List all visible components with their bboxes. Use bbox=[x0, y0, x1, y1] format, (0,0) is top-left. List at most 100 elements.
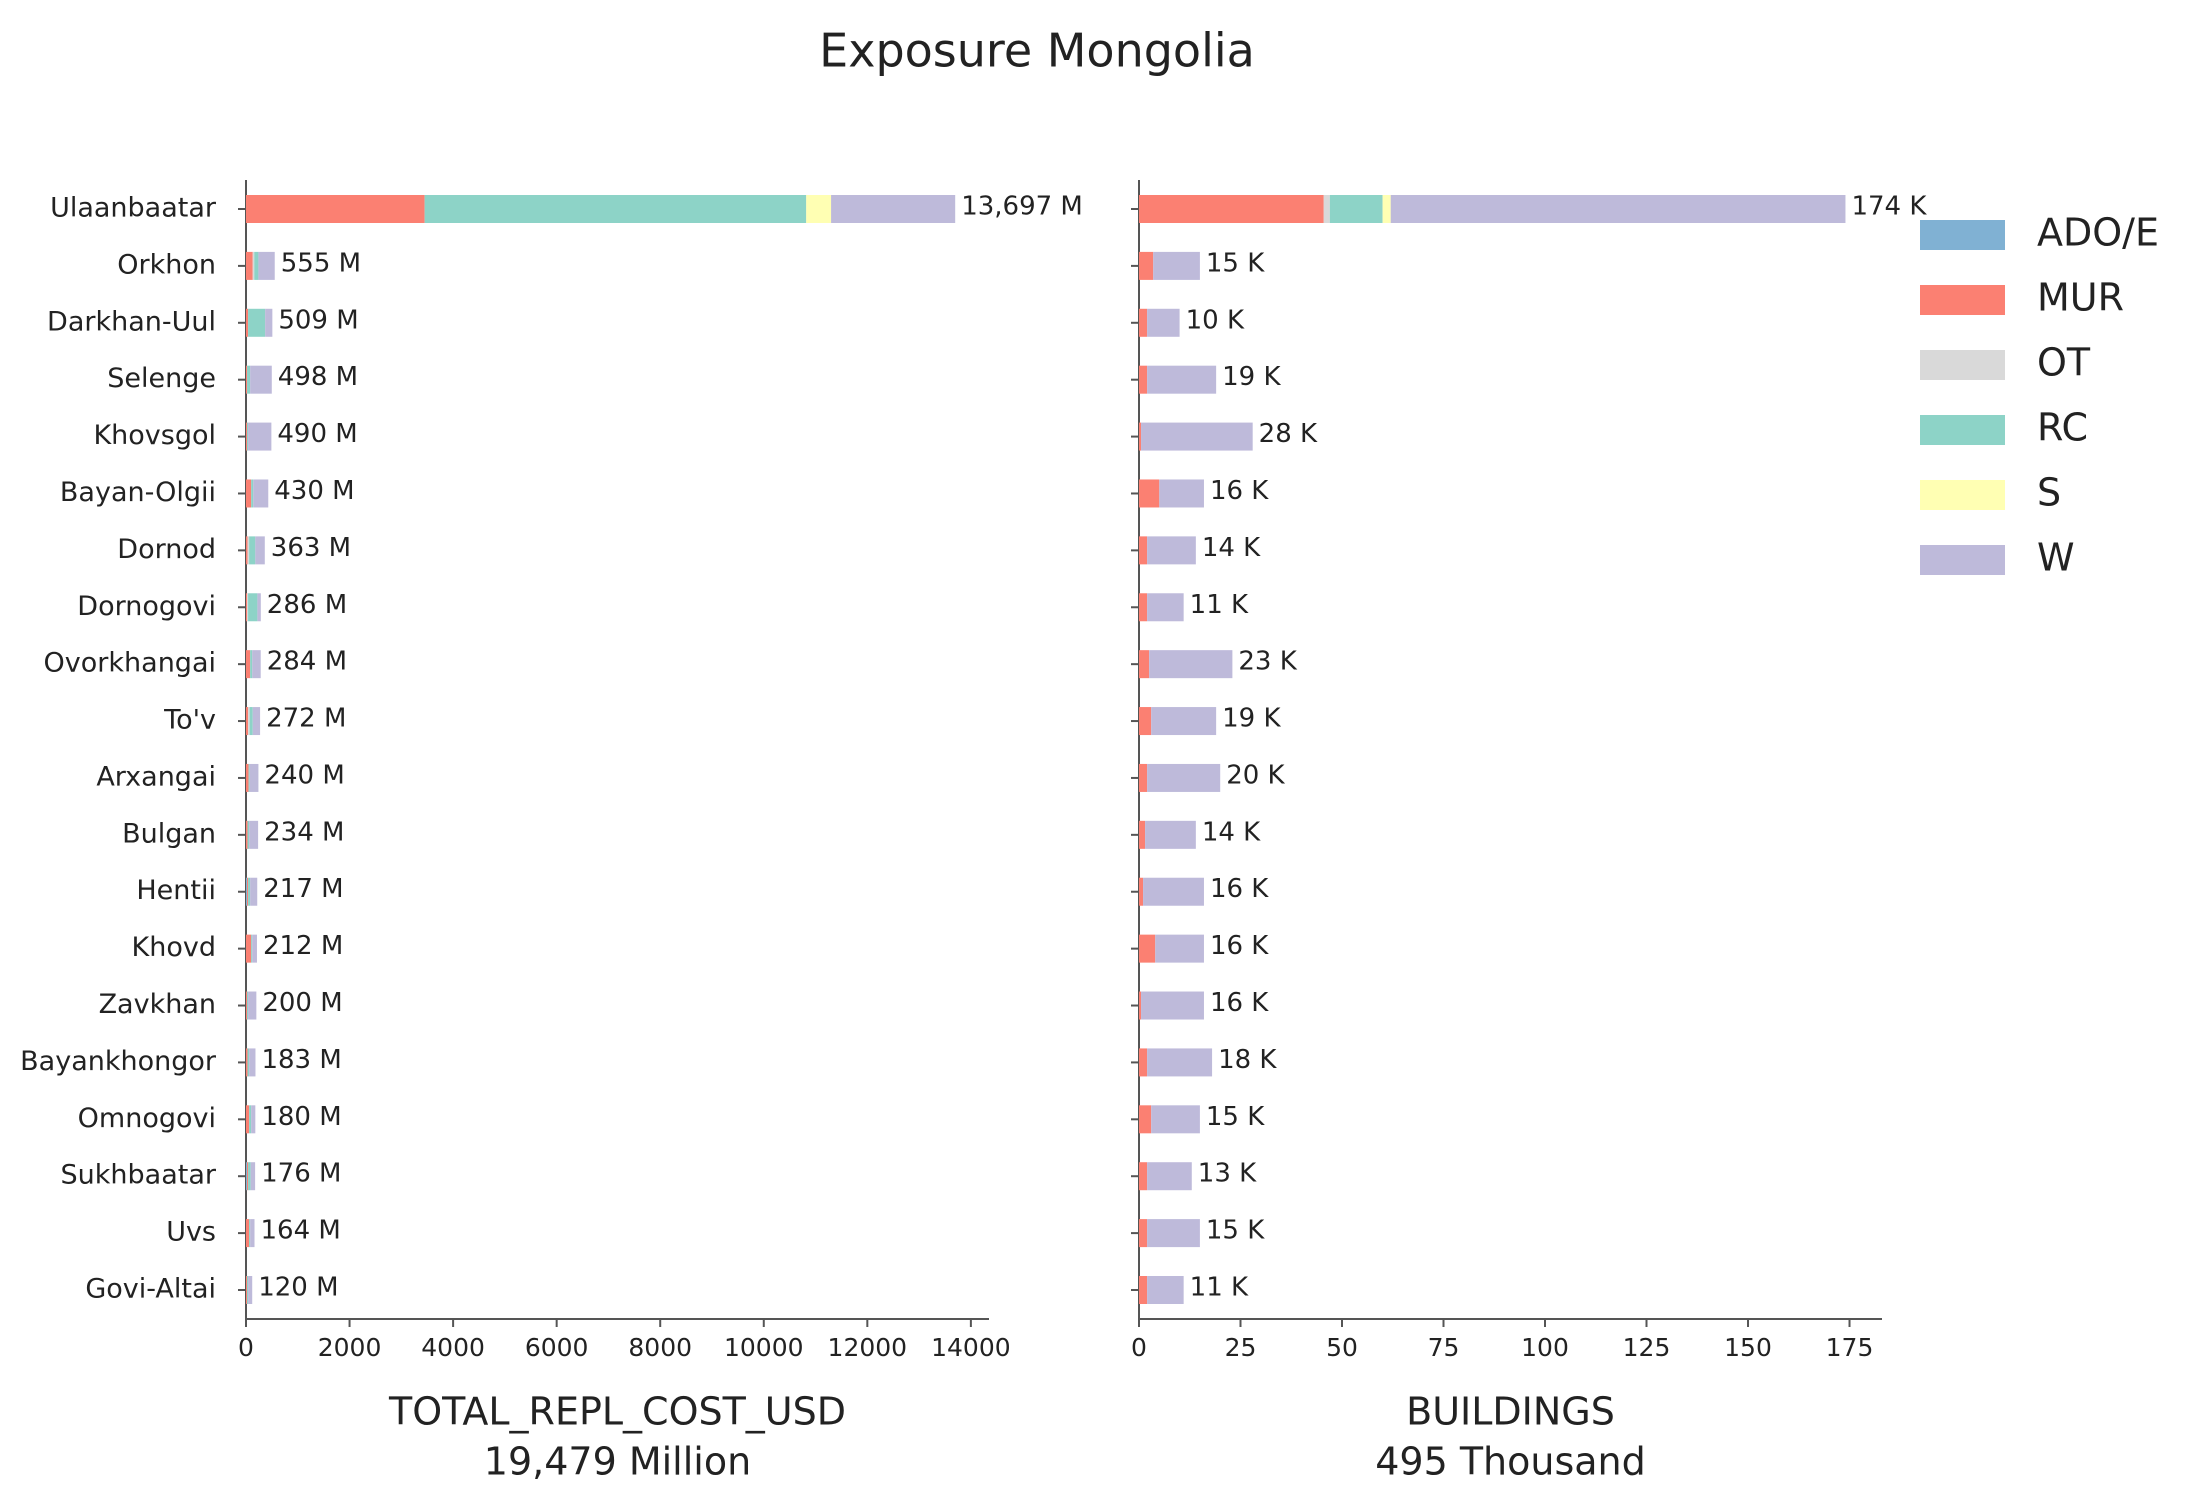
x-tick-label: 14000 bbox=[931, 1333, 1011, 1362]
bar-segment bbox=[249, 820, 259, 849]
x-axis-sublabel: 495 Thousand bbox=[1375, 1440, 1646, 1484]
bar-segment bbox=[246, 1048, 248, 1077]
bar-segment bbox=[1139, 650, 1150, 679]
bar-segment bbox=[247, 1162, 249, 1191]
y-tick-label: Orkhon bbox=[117, 249, 216, 280]
x-tick-label: 12000 bbox=[828, 1333, 908, 1362]
total-label: 13,697 M bbox=[961, 192, 1083, 222]
bar-segment bbox=[246, 707, 249, 736]
x-axis-sublabel: 19,479 Million bbox=[484, 1440, 751, 1484]
y-tick-label: Dornogovi bbox=[77, 591, 216, 622]
bar-segment bbox=[1390, 195, 1846, 223]
y-tick-label: Bayan-Olgii bbox=[60, 477, 216, 508]
total-label: 180 M bbox=[261, 1102, 341, 1132]
total-label: 11 K bbox=[1190, 590, 1249, 620]
x-tick-label: 50 bbox=[1326, 1333, 1358, 1362]
bar-segment bbox=[246, 763, 249, 792]
total-label: 28 K bbox=[1259, 419, 1318, 449]
bar-segment bbox=[1139, 1162, 1148, 1191]
bar-segment bbox=[1141, 422, 1253, 451]
bar-segment bbox=[1147, 308, 1180, 337]
bar-segment bbox=[248, 1276, 253, 1304]
bar-segment bbox=[1147, 1219, 1200, 1248]
x-tick-label: 0 bbox=[238, 1333, 254, 1362]
legend-swatch bbox=[1920, 285, 2005, 315]
total-label: 16 K bbox=[1210, 988, 1269, 1018]
bar-segment bbox=[247, 877, 249, 906]
bar-segment bbox=[1155, 934, 1204, 963]
bar-segment bbox=[258, 251, 275, 280]
bar-segment bbox=[1139, 707, 1152, 736]
bar-segment bbox=[1147, 365, 1217, 394]
y-tick-label: Govi-Altai bbox=[85, 1274, 216, 1305]
bar-segment bbox=[1139, 1105, 1152, 1134]
x-tick-label: 0 bbox=[1131, 1333, 1147, 1362]
x-tick-label: 2000 bbox=[318, 1333, 382, 1362]
y-tick-label: Dornod bbox=[117, 534, 216, 565]
bar-segment bbox=[246, 593, 248, 622]
bar-segment bbox=[252, 707, 261, 736]
bar-segment bbox=[246, 1162, 248, 1191]
bar-segment bbox=[249, 1219, 251, 1248]
y-tick-label: Ovorkhangai bbox=[44, 648, 216, 679]
bar-segment bbox=[1139, 422, 1142, 451]
bar-segment bbox=[1139, 536, 1148, 565]
bar-segment bbox=[806, 195, 832, 223]
bar-segment bbox=[252, 251, 255, 280]
bar-segment bbox=[251, 934, 253, 963]
bar-segment bbox=[1323, 195, 1330, 223]
x-tick-label: 150 bbox=[1724, 1333, 1772, 1362]
bar-segment bbox=[249, 763, 259, 792]
y-tick-label: Selenge bbox=[107, 363, 216, 394]
total-label: 176 M bbox=[261, 1159, 341, 1189]
bar-segment bbox=[249, 536, 256, 565]
y-tick-label: Uvs bbox=[166, 1217, 216, 1248]
legend-label: RC bbox=[2037, 406, 2088, 450]
bar-segment bbox=[1139, 877, 1144, 906]
x-axis-label: BUILDINGS bbox=[1406, 1390, 1615, 1434]
y-tick-label: Khovsgol bbox=[93, 420, 216, 451]
x-tick-label: 10000 bbox=[724, 1333, 804, 1362]
total-label: 164 M bbox=[260, 1216, 340, 1246]
total-label: 430 M bbox=[274, 476, 354, 506]
y-tick-label: Zavkhan bbox=[99, 989, 216, 1020]
total-label: 555 M bbox=[281, 248, 361, 278]
y-tick-label: Arxangai bbox=[96, 761, 216, 792]
bar-segment bbox=[1149, 650, 1233, 679]
total-label: 15 K bbox=[1206, 248, 1265, 278]
y-tick-label: Sukhbaatar bbox=[61, 1160, 217, 1191]
total-label: 19 K bbox=[1222, 704, 1281, 734]
total-label: 234 M bbox=[264, 817, 344, 847]
total-label: 16 K bbox=[1210, 476, 1269, 506]
bar-segment bbox=[1139, 365, 1148, 394]
bar-segment bbox=[1139, 593, 1148, 622]
x-axis-label: TOTAL_REPL_COST_USD bbox=[388, 1390, 846, 1434]
total-label: 15 K bbox=[1206, 1216, 1265, 1246]
bar-segment bbox=[1159, 479, 1204, 508]
bar-segment bbox=[248, 763, 250, 792]
bar-segment bbox=[248, 877, 251, 906]
total-label: 14 K bbox=[1202, 533, 1261, 563]
bar-segment bbox=[250, 877, 258, 906]
bar-segment bbox=[247, 1048, 250, 1077]
x-tick-label: 100 bbox=[1521, 1333, 1569, 1362]
bar-segment bbox=[1147, 593, 1184, 622]
bar-segment bbox=[247, 536, 250, 565]
bar-segment bbox=[247, 365, 251, 394]
y-tick-label: To'v bbox=[163, 705, 216, 736]
bar-segment bbox=[1147, 763, 1221, 792]
bar-segment bbox=[246, 650, 251, 679]
x-tick-label: 25 bbox=[1225, 1333, 1257, 1362]
y-tick-label: Hentii bbox=[136, 875, 216, 906]
bar-segment bbox=[246, 422, 248, 451]
bar-segment bbox=[252, 934, 257, 963]
bar-segment bbox=[424, 195, 807, 223]
y-tick-label: Ulaanbaatar bbox=[50, 193, 217, 224]
bar-segment bbox=[1143, 877, 1204, 906]
bar-segment bbox=[246, 1276, 248, 1304]
bar-segment bbox=[249, 1105, 252, 1134]
bar-segment bbox=[246, 479, 252, 508]
bar-segment bbox=[1139, 934, 1156, 963]
bar-segment bbox=[1147, 1276, 1184, 1304]
x-tick-label: 125 bbox=[1623, 1333, 1671, 1362]
